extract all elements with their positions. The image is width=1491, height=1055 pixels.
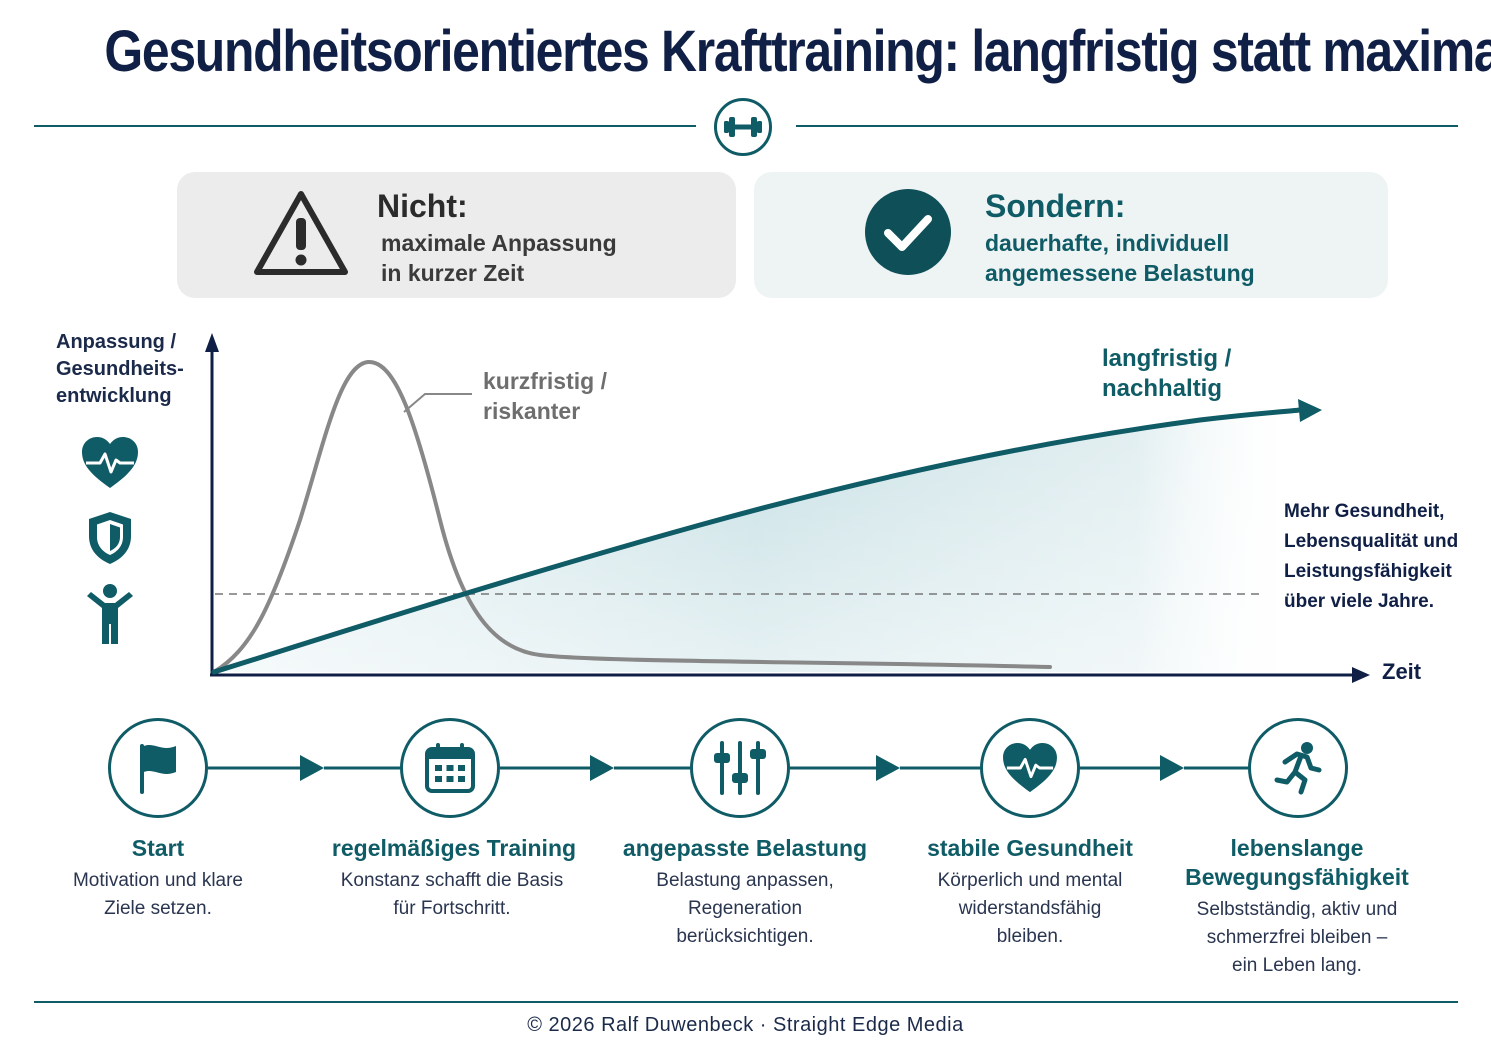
but-line-1: dauerhafte, individuell — [985, 230, 1230, 256]
divider-right — [796, 125, 1458, 127]
step-5-desc-line-3: ein Leben lang. — [1232, 955, 1362, 976]
short-term-curve — [212, 359, 1052, 674]
step-1-circle — [108, 718, 208, 818]
step-5-desc: Selbstständig, aktiv und schmerzfrei ble… — [1147, 896, 1447, 980]
step-4-circle — [980, 718, 1080, 818]
benefit-text-line-1: Mehr Gesundheit, — [1284, 501, 1445, 522]
step-4-desc: Körperlich und mental widerstandsfähig b… — [880, 867, 1180, 951]
but-line-2: angemessene Belastung — [985, 260, 1255, 286]
card-but: Sondern: dauerhafte, individuell angemes… — [754, 172, 1388, 298]
step-5-desc-line-2: schmerzfrei bleiben – — [1206, 927, 1388, 948]
dumbbell-icon — [714, 98, 772, 156]
step-2-desc-line-2: für Fortschritt. — [393, 898, 511, 919]
step-5-desc-line-1: Selbstständig, aktiv und — [1196, 899, 1398, 920]
step-5-circle — [1248, 718, 1348, 818]
step-2-desc-line-1: Konstanz schafft die Basis — [340, 870, 564, 891]
calendar-icon — [425, 743, 475, 793]
not-heading: Nicht: — [377, 188, 468, 224]
step-4-desc-line-1: Körperlich und mental — [937, 870, 1123, 891]
footer-divider — [34, 1001, 1458, 1003]
heart-pulse-icon — [82, 437, 138, 488]
short-term-label: kurzfristig / riskanter — [483, 366, 607, 426]
step-3-desc: Belastung anpassen, Regeneration berücks… — [595, 867, 895, 951]
step-2-desc: Konstanz schafft die Basis für Fortschri… — [302, 867, 602, 923]
step-3-desc-line-1: Belastung anpassen, — [656, 870, 834, 891]
flag-icon — [140, 744, 176, 794]
sliders-icon — [714, 741, 766, 795]
step-4-desc-line-3: bleiben. — [996, 926, 1064, 947]
long-term-label: langfristig / nachhaltig — [1102, 344, 1231, 404]
not-line-2: in kurzer Zeit — [381, 260, 525, 286]
step-3-desc-line-3: berücksichtigen. — [676, 926, 814, 947]
check-circle-icon — [865, 189, 951, 275]
long-term-label-line-2: nachhaltig — [1102, 375, 1223, 402]
step-1-desc-line-1: Motivation und klare — [72, 870, 244, 891]
step-2-circle — [400, 718, 500, 818]
y-axis-label-line-2: Gesundheits- — [56, 358, 184, 380]
long-term-curve — [211, 407, 1303, 675]
not-line-1: maximale Anpassung — [381, 230, 617, 256]
long-term-arrow — [1298, 399, 1322, 422]
x-axis-arrow — [1352, 667, 1370, 683]
step-2-title: regelmäßiges Training — [331, 835, 577, 861]
long-term-label-line-1: langfristig / — [1102, 345, 1232, 372]
footer-copyright: © 2026 Ralf Duwenbeck · Straight Edge Me… — [527, 1014, 964, 1036]
person-icon — [87, 584, 133, 644]
x-axis-label: Zeit — [1382, 659, 1422, 684]
warning-icon — [254, 191, 348, 275]
step-3-circle — [690, 718, 790, 818]
y-axis-label: Anpassung / Gesundheits- entwicklung — [56, 329, 184, 410]
shield-icon — [89, 512, 131, 564]
short-term-label-line-2: riskanter — [483, 398, 581, 424]
page-title: Gesundheitsorientiertes Krafttraining: l… — [104, 19, 1491, 84]
step-5-title: lebenslange Bewegungsfähigkeit — [1147, 834, 1447, 892]
step-5-title-line-1: lebenslange — [1230, 835, 1364, 861]
card-not: Nicht: maximale Anpassung in kurzer Zeit — [177, 172, 736, 298]
step-1-desc: Motivation und klare Ziele setzen. — [8, 867, 308, 923]
but-heading: Sondern: — [985, 188, 1126, 224]
runner-icon — [1274, 742, 1322, 795]
divider-left — [34, 125, 696, 127]
benefit-text: Mehr Gesundheit, Lebensqualität und Leis… — [1284, 497, 1458, 617]
benefit-text-line-2: Lebensqualität und — [1284, 531, 1459, 552]
step-5-title-line-2: Bewegungsfähigkeit — [1185, 864, 1409, 890]
benefit-text-line-4: über viele Jahre. — [1284, 591, 1434, 612]
short-term-leader — [403, 393, 472, 413]
benefit-text-line-3: Leistungsfähigkeit — [1284, 561, 1452, 582]
step-4-desc-line-2: widerstandsfähig — [958, 898, 1102, 919]
y-axis-label-line-3: entwicklung — [56, 385, 172, 407]
short-term-label-line-1: kurzfristig / — [483, 368, 607, 394]
step-1-title: Start — [131, 835, 185, 861]
heart-pulse-icon — [1003, 742, 1057, 793]
step-4-title: stabile Gesundheit — [927, 835, 1133, 861]
y-axis-label-line-1: Anpassung / — [56, 331, 177, 353]
step-1-desc-line-2: Ziele setzen. — [104, 898, 212, 919]
step-3-desc-line-2: Regeneration — [687, 898, 803, 919]
step-3-title: angepasste Belastung — [622, 835, 868, 861]
y-axis-arrow — [205, 333, 219, 352]
